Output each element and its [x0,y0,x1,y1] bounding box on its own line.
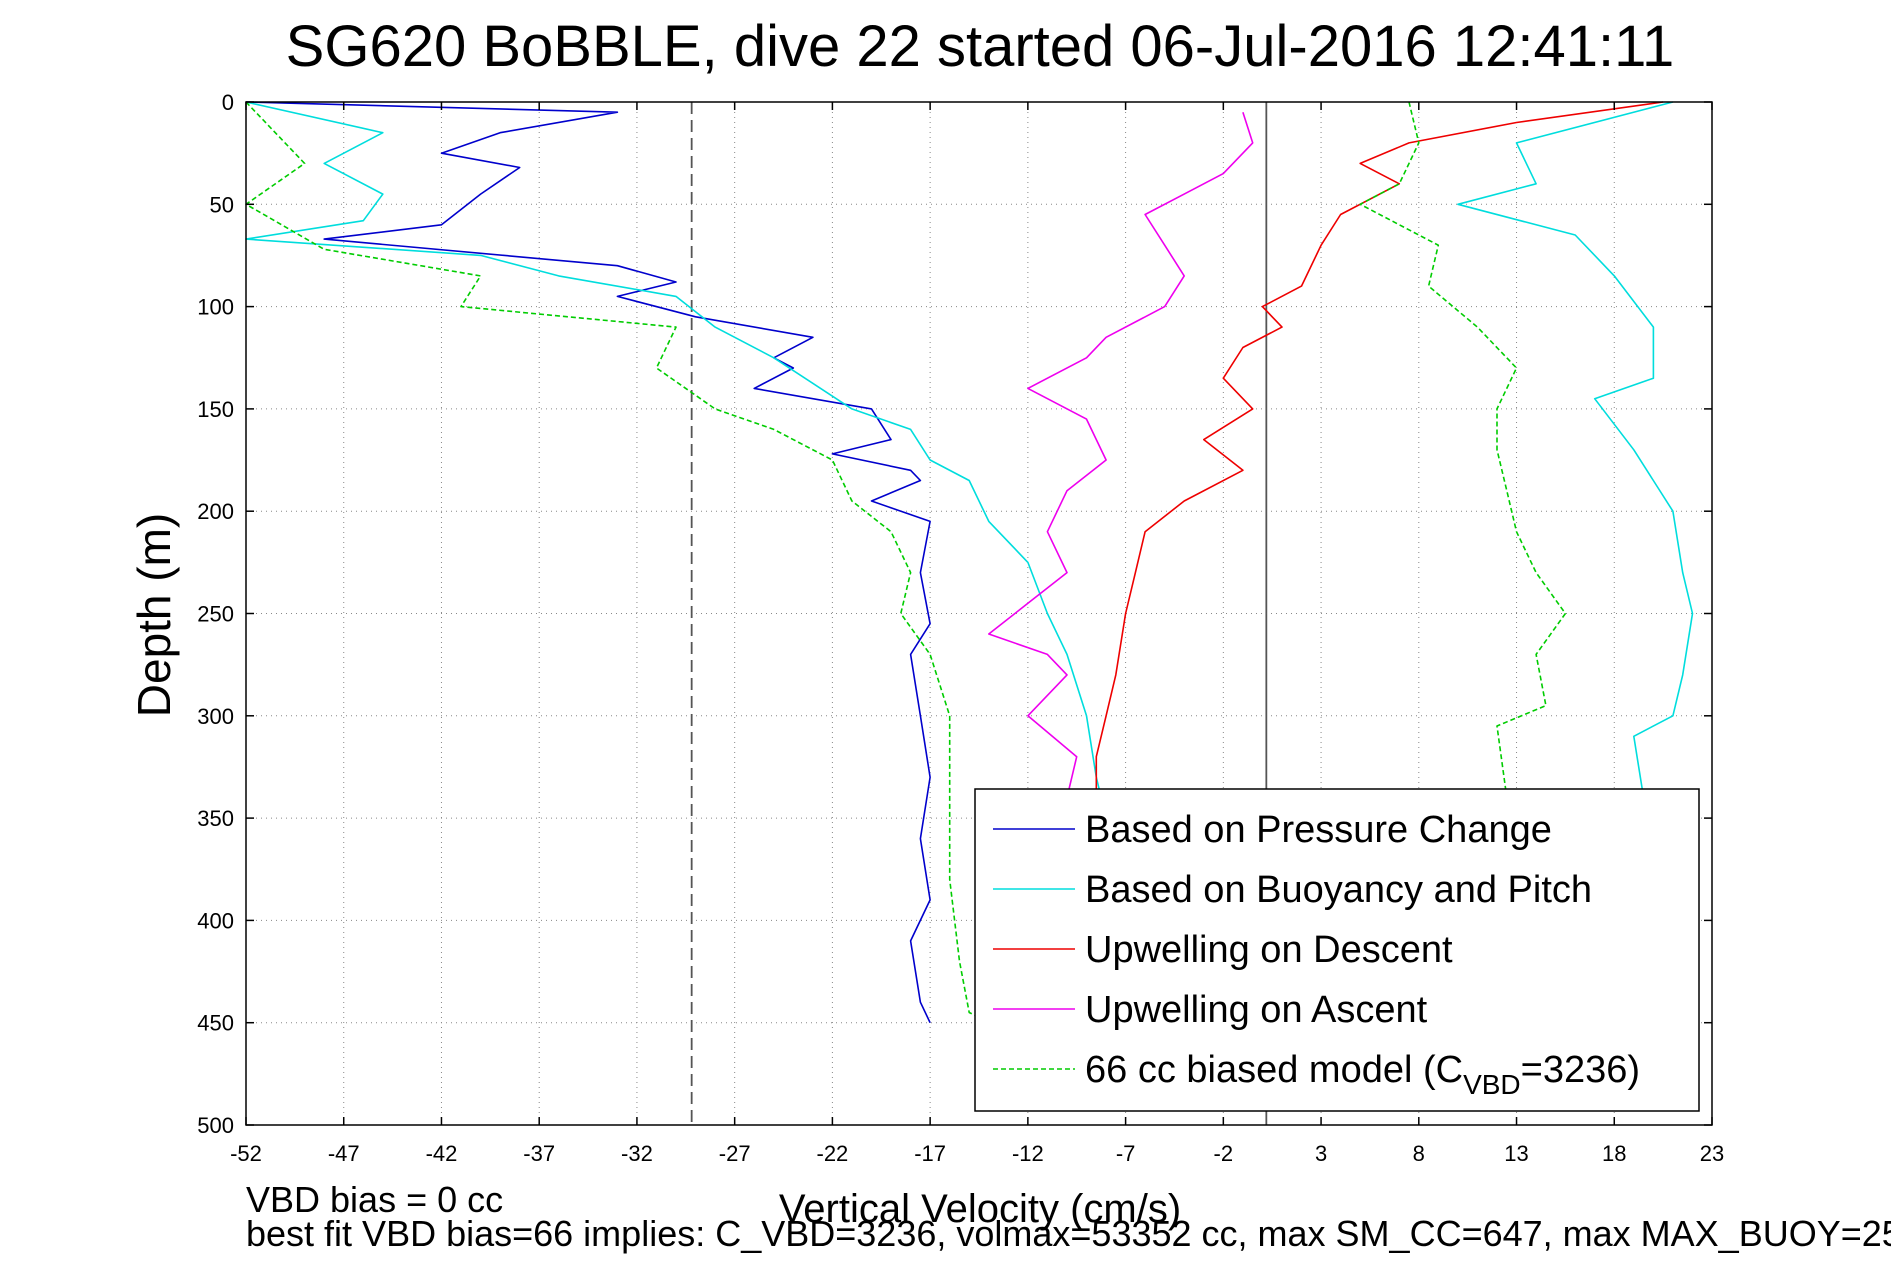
x-tick-label: 23 [1700,1141,1724,1166]
x-tick-label: 13 [1504,1141,1528,1166]
legend-label: Upwelling on Ascent [1085,989,1428,1031]
series-line-1 [1457,101,1694,798]
legend-label: 66 cc biased model (CVBD=3236) [1085,1049,1640,1100]
vbd-bias-text: VBD bias = 0 cc [246,1179,504,1220]
legend-label: Upwelling on Descent [1085,929,1453,971]
x-tick-label: -37 [523,1141,555,1166]
best-fit-text: best fit VBD bias=66 implies: C_VBD=3236… [246,1213,1891,1254]
legend: Based on Pressure Change Based on Buoyanc… [974,788,1700,1112]
y-tick-label: 150 [197,397,234,422]
y-tick-label: 100 [197,295,234,320]
y-tick-label: 400 [197,908,234,933]
x-tick-label: 3 [1315,1141,1327,1166]
chart-title: SG620 BoBBLE, dive 22 started 06-Jul-201… [286,14,1675,79]
y-tick-label: 300 [197,704,234,729]
series-line-1 [245,101,1107,819]
x-tick-label: -32 [621,1141,653,1166]
legend-label: Based on Buoyancy and Pitch [1085,869,1592,911]
x-tick-label: -42 [426,1141,458,1166]
x-axis-ticks: -52 -47 -42 -37 -32 -27 -22 -17 -12 -7 -2 3 8 13 18 23 [230,102,1724,1166]
series-line-0 [245,101,931,1024]
x-tick-label: -27 [719,1141,751,1166]
legend-box [974,788,1700,1112]
x-tick-label: -7 [1116,1141,1136,1166]
y-tick-label: 350 [197,806,234,831]
x-tick-label: -52 [230,1141,262,1166]
y-tick-label: 450 [197,1011,234,1036]
x-tick-label: 8 [1413,1141,1425,1166]
y-tick-label: 250 [197,602,234,627]
y-axis-label: Depth (m) [128,513,180,717]
series-line-4 [245,101,999,1028]
x-tick-label: -22 [817,1141,849,1166]
y-tick-label: 500 [197,1113,234,1138]
series-line-4 [1359,101,1567,798]
x-tick-label: -17 [914,1141,946,1166]
x-tick-label: 18 [1602,1141,1626,1166]
x-tick-label: -2 [1214,1141,1234,1166]
x-axis-label: Vertical Velocity (cm/s) [779,1187,1181,1231]
y-tick-label: 50 [210,192,234,217]
series-line-2 [1095,101,1664,798]
y-tick-label: 0 [222,90,234,115]
x-tick-label: -12 [1012,1141,1044,1166]
data-series [245,101,1694,1028]
y-axis-ticks: 0 50 100 150 200 250 300 350 400 450 500 [197,90,1712,1138]
y-tick-label: 200 [197,499,234,524]
legend-label: Based on Pressure Change [1085,809,1552,851]
series-line-3 [988,111,1254,798]
x-tick-label: -47 [328,1141,360,1166]
